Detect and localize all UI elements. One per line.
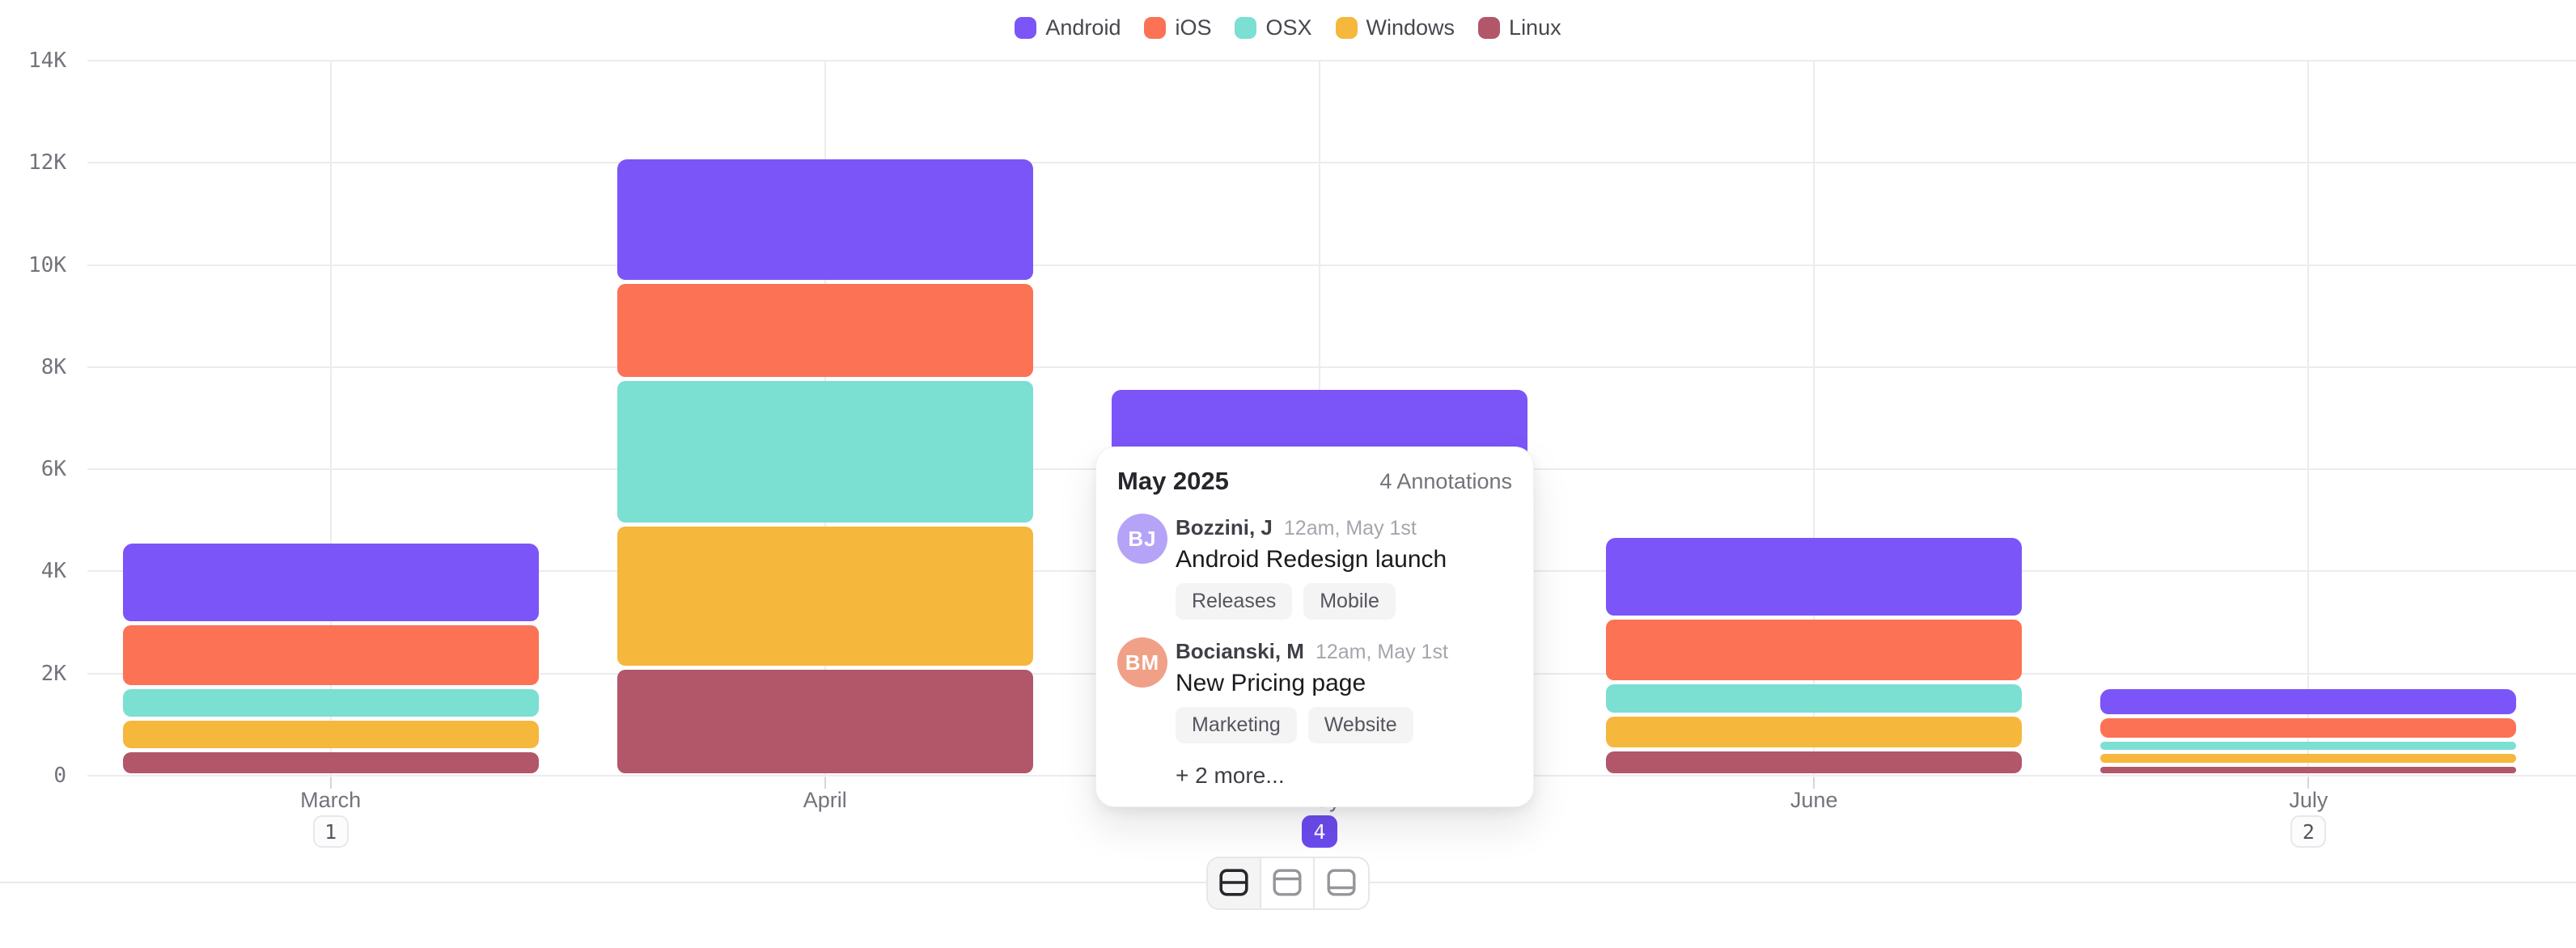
bar-segment-windows-march[interactable] (122, 720, 539, 748)
legend-swatch-icon (1478, 17, 1501, 39)
y-axis-tick-label: 6K (40, 457, 66, 482)
annotation-tags: Marketing Website (1176, 707, 1512, 743)
bar-segment-ios-march[interactable] (122, 624, 539, 685)
tooltip-annotation-count: 4 Annotations (1379, 468, 1512, 493)
annotation-text: Android Redesign launch (1176, 546, 1447, 573)
bar-segment-linux-july[interactable] (2100, 767, 2517, 774)
bar-segment-ios-june[interactable] (1606, 619, 2023, 680)
panel-top-icon (1273, 869, 1302, 899)
y-axis-tick-label: 0 (53, 764, 66, 788)
tooltip-more-link[interactable]: + 2 more... (1176, 763, 1285, 788)
bar-segment-windows-june[interactable] (1606, 717, 2023, 747)
annotation-meta: Bocianski, M 12am, May 1st (1176, 639, 1512, 664)
annotation-tag: Marketing (1176, 707, 1297, 743)
bar-segment-ios-april[interactable] (616, 283, 1033, 377)
y-axis-tick-label: 4K (40, 559, 66, 584)
layout-toggle-panel-top[interactable] (1261, 858, 1315, 908)
legend-item-ios[interactable]: iOS (1144, 15, 1211, 40)
gridline-vertical (2307, 61, 2310, 777)
annotation-timestamp: 12am, May 1st (1315, 641, 1448, 663)
legend-swatch-icon (1015, 17, 1037, 39)
legend-label: iOS (1175, 15, 1212, 40)
y-axis-tick-label: 14K (28, 49, 66, 73)
bar-segment-osx-july[interactable] (2100, 742, 2517, 750)
x-axis-tick (2307, 777, 2310, 789)
annotation-timestamp: 12am, May 1st (1283, 517, 1417, 540)
annotation-item: BJ Bozzini, J 12am, May 1st Android Redesig… (1117, 514, 1512, 620)
legend-label: OSX (1265, 15, 1312, 40)
annotation-tooltip: May 2025 4 Annotations BJ Bozzini, J 12am,… (1095, 446, 1534, 807)
bar-segment-android-april[interactable] (616, 159, 1033, 280)
annotation-tag: Mobile (1303, 583, 1396, 620)
legend-label: Android (1045, 15, 1121, 40)
bar-segment-osx-april[interactable] (616, 380, 1033, 523)
layout-toggle-group (1206, 857, 1370, 910)
bar-segment-osx-march[interactable] (122, 688, 539, 717)
y-axis-tick-label: 2K (40, 661, 66, 686)
avatar: BJ (1117, 514, 1167, 564)
legend-label: Linux (1509, 15, 1561, 40)
bar-segment-osx-june[interactable] (1606, 683, 2023, 713)
annotation-badge-july[interactable]: 2 (2290, 815, 2327, 848)
annotation-body: Bocianski, M 12am, May 1st New Pricing pag… (1176, 637, 1512, 743)
bar-segment-windows-july[interactable] (2100, 753, 2517, 764)
x-axis-tick (329, 777, 332, 789)
layout-toggle-split-rows[interactable] (1208, 858, 1261, 908)
legend-item-android[interactable]: Android (1015, 15, 1121, 40)
bar-segment-linux-april[interactable] (616, 669, 1033, 774)
annotation-author: Bozzini, J (1176, 515, 1273, 540)
legend-item-osx[interactable]: OSX (1235, 15, 1312, 40)
bar-segment-ios-july[interactable] (2100, 717, 2517, 739)
y-axis-tick-label: 8K (40, 354, 66, 379)
bar-segment-windows-april[interactable] (616, 526, 1033, 666)
avatar: BM (1117, 637, 1167, 688)
annotation-tag: Website (1307, 707, 1413, 743)
y-axis-tick-label: 12K (28, 150, 66, 176)
layout-toggle-panel-bottom[interactable] (1315, 858, 1368, 908)
tooltip-title: May 2025 (1117, 467, 1229, 495)
x-axis-tick (1813, 777, 1815, 789)
legend-swatch-icon (1144, 17, 1167, 39)
split-rows-icon (1219, 868, 1248, 899)
legend-item-linux[interactable]: Linux (1478, 15, 1561, 40)
annotation-badge-march[interactable]: 1 (312, 815, 349, 848)
annotation-item: BM Bocianski, M 12am, May 1st New Pricing p… (1117, 637, 1512, 743)
bar-segment-android-june[interactable] (1606, 537, 2023, 616)
legend-item-windows[interactable]: Windows (1335, 15, 1455, 40)
y-axis-tick-label: 10K (28, 252, 66, 277)
x-axis-label-april: April (803, 788, 847, 812)
annotation-tag: Releases (1176, 583, 1293, 620)
gridline-vertical (1813, 61, 1815, 777)
legend-swatch-icon (1235, 17, 1257, 39)
bar-segment-android-july[interactable] (2100, 689, 2517, 714)
annotation-badge-may[interactable]: 4 (1302, 815, 1337, 848)
bar-segment-linux-march[interactable] (122, 751, 539, 774)
tooltip-annotation-list: BJ Bozzini, J 12am, May 1st Android Redesig… (1117, 514, 1512, 743)
annotation-body: Bozzini, J 12am, May 1st Android Redesign … (1176, 514, 1512, 620)
x-axis-tick (824, 777, 826, 789)
gridline-horizontal (87, 60, 2576, 61)
chart-legend: Android iOS OSX Windows Linux (0, 15, 2576, 40)
gridline-horizontal (87, 366, 2576, 368)
gridline-vertical (329, 61, 332, 777)
x-axis-label-july: July (2289, 788, 2328, 812)
bar-segment-android-march[interactable] (122, 543, 539, 621)
annotation-text: New Pricing page (1176, 670, 1366, 696)
legend-label: Windows (1366, 15, 1455, 40)
bar-segment-linux-june[interactable] (1606, 751, 2023, 774)
gridline-horizontal (87, 162, 2576, 164)
gridline-horizontal (87, 264, 2576, 266)
x-axis-label-march: March (300, 788, 362, 812)
annotation-tags: Releases Mobile (1176, 583, 1512, 620)
annotation-meta: Bozzini, J 12am, May 1st (1176, 515, 1512, 540)
panel-bottom-icon (1327, 869, 1356, 899)
legend-swatch-icon (1335, 17, 1358, 39)
annotation-author: Bocianski, M (1176, 639, 1304, 663)
x-axis-label-june: June (1790, 788, 1838, 812)
tooltip-header: May 2025 4 Annotations (1117, 467, 1512, 496)
